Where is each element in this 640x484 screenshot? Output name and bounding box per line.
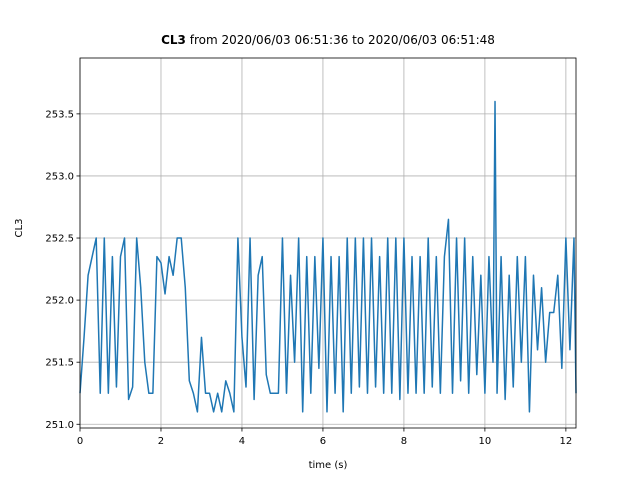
x-tick-label: 10 [479,436,492,447]
plot-frame [79,57,577,429]
title-bold: CL3 [161,33,186,47]
x-tick-label: 4 [239,436,245,447]
chart-title: CL3 from 2020/06/03 06:51:36 to 2020/06/… [161,33,495,47]
title-rest: from 2020/06/03 06:51:36 to 2020/06/03 0… [190,33,495,47]
x-axis-label: time (s) [309,460,348,471]
y-tick-label: 253.5 [45,109,74,120]
y-tick-label: 252.0 [45,296,74,307]
data-line [79,100,577,413]
y-tick-label: 251.0 [45,420,74,431]
x-tick-label: 8 [401,436,407,447]
y-axis-label: CL3 [14,219,25,238]
y-tick-label: 252.5 [45,234,74,245]
y-tick-label: 251.5 [45,358,74,369]
x-tick-label: 2 [158,436,164,447]
x-tick-label: 12 [560,436,573,447]
y-tick-label: 253.0 [45,171,74,182]
x-tick-label: 0 [77,436,83,447]
x-tick-label: 6 [320,436,326,447]
